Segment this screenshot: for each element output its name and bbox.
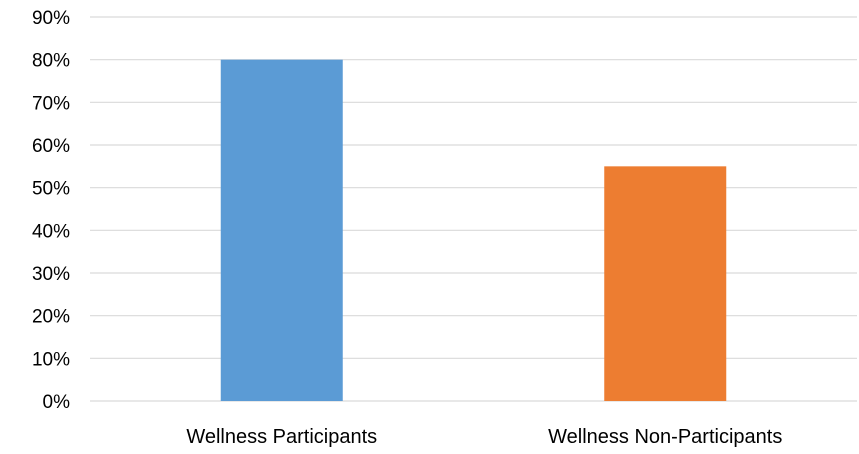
y-tick-label: 50% <box>32 179 70 200</box>
bar-wellness-non-participants <box>604 166 727 401</box>
y-tick-label: 90% <box>32 8 70 29</box>
y-tick-label: 60% <box>32 136 70 157</box>
y-axis-tick-labels: 0% 10% 20% 30% 40% 50% 60% 70% 80% 90% <box>32 8 70 413</box>
gridlines <box>90 16 857 402</box>
y-tick-label: 10% <box>32 349 70 370</box>
y-tick-label: 40% <box>32 221 70 242</box>
bars <box>220 59 727 402</box>
bar-wellness-participants <box>220 59 343 402</box>
y-tick-label: 70% <box>32 93 70 114</box>
y-tick-label: 80% <box>32 51 70 72</box>
y-tick-label: 20% <box>32 307 70 328</box>
x-axis-category-labels: Wellness Participants Wellness Non-Partic… <box>186 426 782 448</box>
y-tick-label: 0% <box>43 392 71 413</box>
y-tick-label: 30% <box>32 264 70 285</box>
x-category-label: Wellness Non-Participants <box>548 426 782 448</box>
x-category-label: Wellness Participants <box>186 426 377 448</box>
